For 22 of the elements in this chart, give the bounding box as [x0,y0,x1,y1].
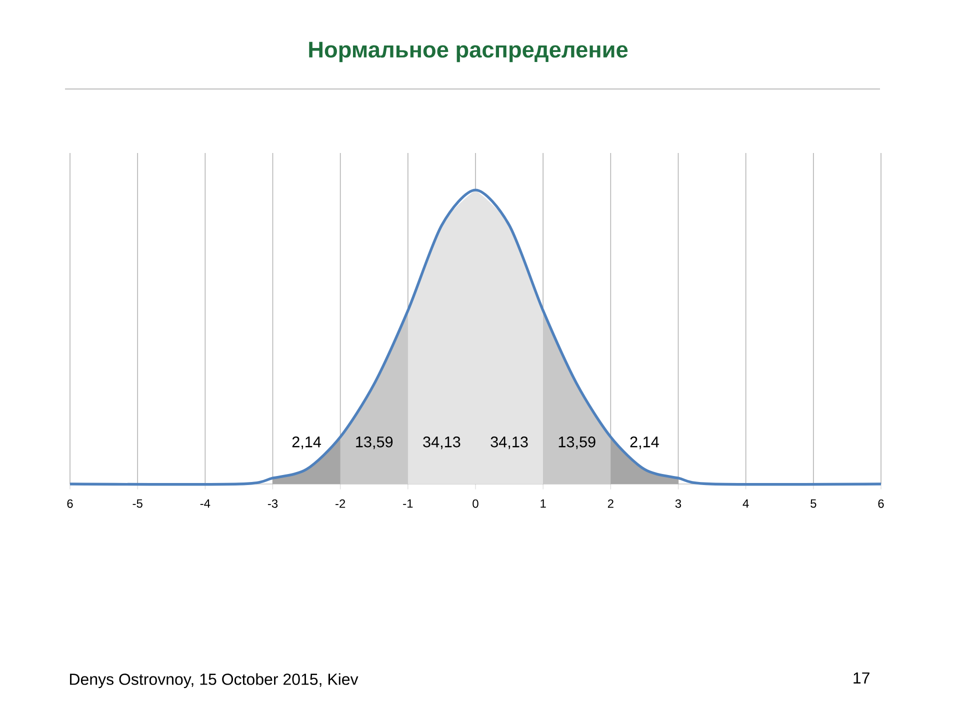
x-tick-label: 6 [67,499,73,508]
annotation: 13,59 [558,436,596,450]
annotation: 2,14 [292,436,322,450]
annotation: 2,14 [630,436,659,450]
annotation: 13,59 [356,436,393,450]
x-tick-label: -5 [132,499,142,508]
x-tick-label: 5 [810,499,816,508]
x-tick-label: 2 [608,499,614,508]
x-tick-label: -3 [268,499,278,508]
x-tick-label: 6 [878,499,884,508]
text: Denys Ostrovnoy, 15 October 2015, Kiev [70,673,358,688]
x-tick-label: 1 [540,499,546,508]
x-tick-label: 0 [472,499,478,508]
annotation: 34,13 [490,436,528,450]
text: 17 [854,672,870,684]
chart-title: Нормальное распределение [309,42,628,62]
x-tick-label: 3 [675,499,682,508]
annotation: 34,13 [423,436,460,450]
x-tick-label: 4 [742,499,749,508]
x-tick-label: -2 [336,499,346,508]
x-tick-label: -4 [200,499,210,508]
x-tick-label: -1 [403,499,413,508]
